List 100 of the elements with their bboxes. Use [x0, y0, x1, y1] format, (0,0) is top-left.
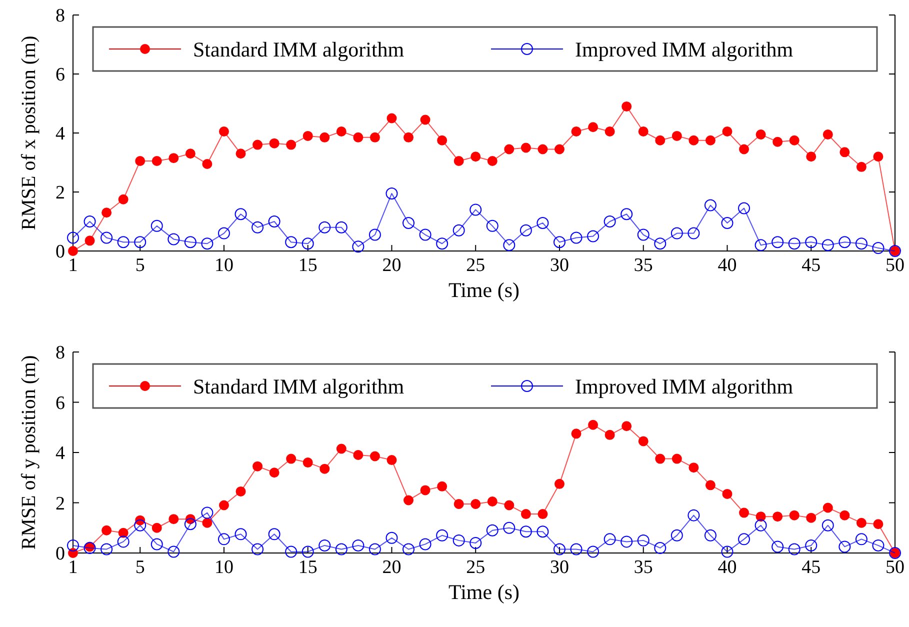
point: [705, 135, 716, 146]
point: [570, 543, 582, 556]
point: [504, 500, 514, 510]
point: [268, 216, 280, 228]
point: [252, 221, 264, 234]
x-tick-label: 10: [214, 557, 234, 578]
point: [486, 524, 498, 536]
point: [788, 543, 800, 556]
y-tick-label: 0: [56, 544, 65, 565]
point: [536, 526, 549, 538]
y-tick-label: 0: [56, 242, 65, 263]
x-tick-label: 40: [718, 557, 737, 578]
point: [756, 129, 766, 140]
x-tick-label: 10: [214, 255, 234, 276]
point: [202, 158, 212, 169]
point: [420, 114, 430, 125]
point: [168, 546, 180, 558]
point: [168, 153, 179, 164]
x-tick-label: 20: [382, 255, 402, 276]
point: [655, 135, 666, 146]
x-tick-label: 50: [886, 255, 904, 276]
point: [756, 512, 766, 522]
point: [722, 126, 732, 137]
point: [672, 454, 682, 464]
point: [402, 543, 415, 556]
point: [789, 510, 800, 520]
point: [571, 428, 582, 439]
point: [100, 543, 113, 556]
point: [419, 538, 432, 550]
x-tick-label: 5: [135, 255, 145, 276]
point: [335, 543, 348, 556]
x-tick-label: 35: [634, 255, 653, 276]
point: [320, 464, 330, 474]
point: [620, 536, 633, 548]
point: [622, 421, 632, 432]
point: [721, 216, 734, 229]
point: [252, 543, 264, 556]
point: [268, 528, 280, 540]
x-tick-label: 1: [68, 255, 78, 276]
point: [269, 468, 280, 478]
point: [470, 152, 481, 162]
point: [470, 536, 482, 549]
point: [236, 486, 246, 496]
point: [754, 239, 767, 252]
point: [873, 519, 884, 530]
point: [704, 529, 716, 542]
point: [201, 506, 214, 519]
point: [822, 239, 834, 252]
point: [504, 144, 514, 154]
point: [536, 216, 549, 229]
point: [604, 533, 616, 546]
point: [370, 132, 380, 142]
point: [855, 533, 868, 546]
point: [872, 242, 884, 254]
point: [855, 238, 868, 250]
point: [117, 536, 130, 548]
point: [370, 451, 380, 462]
point: [302, 546, 314, 558]
y-tick-label: 2: [56, 182, 65, 204]
point: [705, 480, 716, 490]
point: [102, 525, 112, 536]
point: [285, 236, 298, 248]
point: [588, 122, 598, 132]
point: [688, 462, 699, 473]
x-axis-title: Time (s): [448, 580, 520, 604]
point: [503, 522, 516, 534]
point: [620, 208, 633, 220]
point: [554, 478, 564, 489]
point: [152, 156, 162, 166]
point: [520, 224, 532, 236]
point: [436, 529, 448, 542]
point: [404, 495, 414, 506]
point: [218, 227, 230, 240]
point: [486, 220, 498, 232]
point: [320, 132, 330, 142]
point: [788, 238, 800, 250]
point: [68, 246, 78, 256]
point: [336, 126, 346, 137]
point: [587, 546, 600, 558]
point: [436, 238, 448, 250]
y-tick-label: 4: [56, 443, 66, 464]
point: [487, 156, 498, 166]
point: [670, 529, 683, 542]
point: [588, 420, 598, 430]
point: [805, 236, 818, 248]
point: [168, 514, 179, 524]
point: [789, 135, 800, 146]
point: [452, 224, 465, 236]
point: [604, 430, 615, 440]
y-axis-title: RMSE of y position (m): [18, 355, 40, 550]
point: [102, 208, 112, 218]
point: [184, 518, 196, 530]
point: [840, 510, 850, 520]
point: [638, 436, 648, 446]
point: [838, 540, 851, 553]
point: [234, 208, 247, 220]
point: [805, 539, 818, 552]
point: [84, 236, 95, 246]
x-tick-label: 25: [466, 255, 486, 276]
point: [252, 461, 263, 472]
